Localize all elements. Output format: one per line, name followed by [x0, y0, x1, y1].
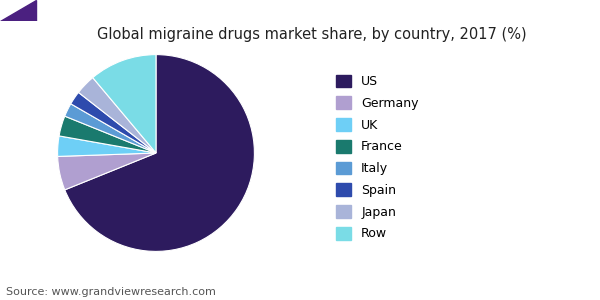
Wedge shape	[65, 104, 156, 153]
Polygon shape	[0, 0, 36, 21]
Wedge shape	[79, 78, 156, 153]
Legend: US, Germany, UK, France, Italy, Spain, Japan, Row: US, Germany, UK, France, Italy, Spain, J…	[336, 75, 419, 240]
Wedge shape	[93, 55, 156, 153]
Wedge shape	[71, 92, 156, 153]
Wedge shape	[59, 116, 156, 153]
Wedge shape	[58, 153, 156, 190]
Wedge shape	[58, 136, 156, 156]
Text: Global migraine drugs market share, by country, 2017 (%): Global migraine drugs market share, by c…	[97, 27, 527, 42]
Text: Source: www.grandviewresearch.com: Source: www.grandviewresearch.com	[6, 287, 216, 297]
Wedge shape	[65, 55, 254, 251]
